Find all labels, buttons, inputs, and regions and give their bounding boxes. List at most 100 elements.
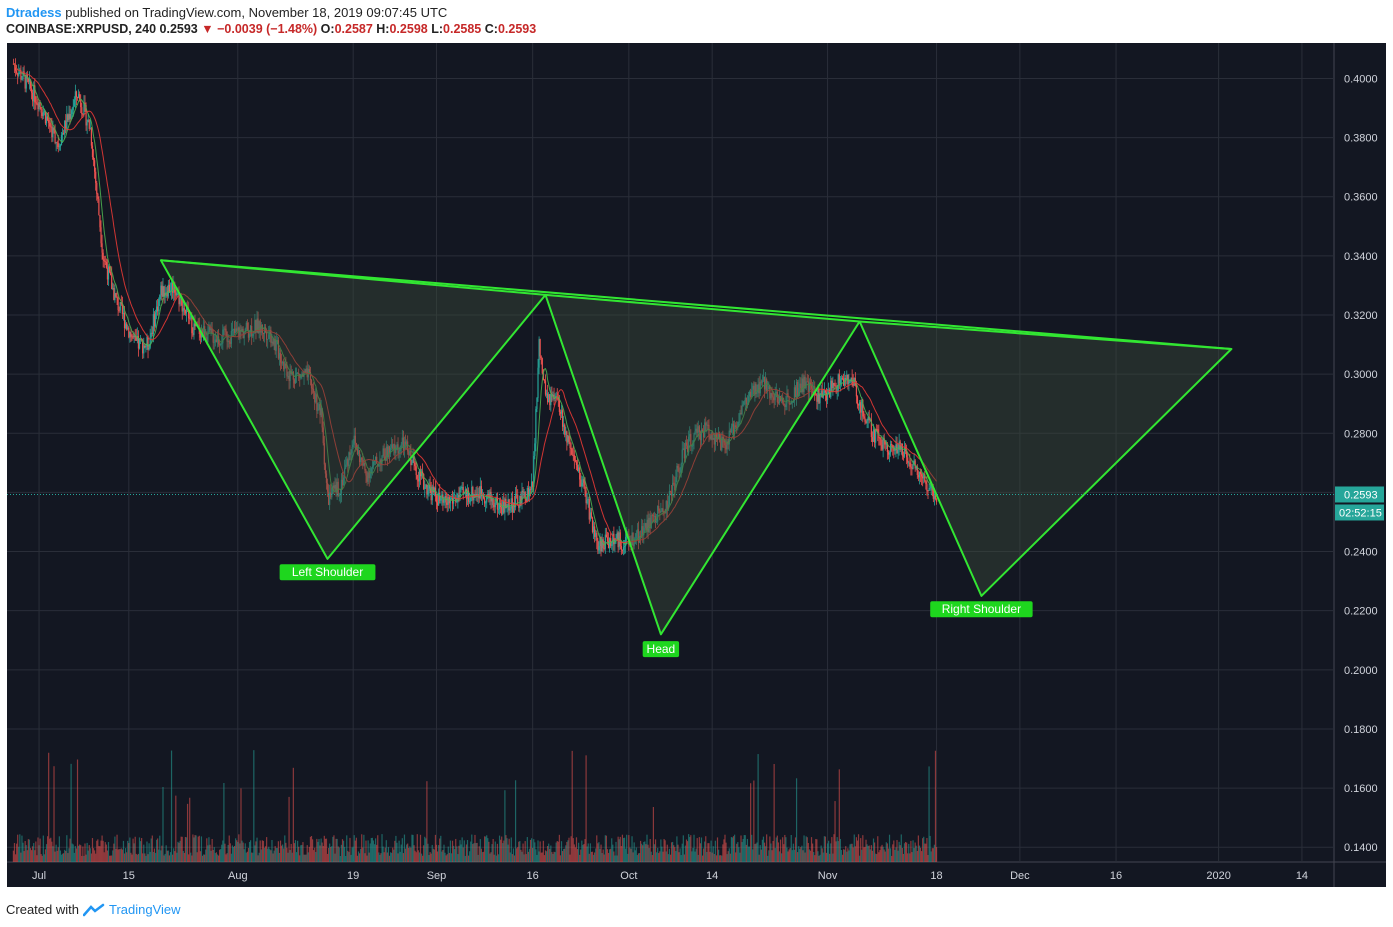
candle-body (598, 546, 600, 551)
volume-bar (159, 835, 161, 862)
volume-bar (851, 843, 853, 862)
created-with-text: Created with (6, 902, 79, 917)
candle-body (753, 385, 755, 395)
volume-bar (175, 795, 177, 862)
right-shoulder-triangle (858, 320, 1233, 597)
volume-bar (788, 849, 790, 862)
candle-body (585, 490, 587, 504)
volume-bar (771, 850, 773, 862)
candle-body (482, 495, 485, 499)
x-tick-label: Oct (620, 870, 637, 882)
candle-body (612, 533, 614, 545)
volume-bar (623, 837, 626, 862)
tradingview-logo-icon (82, 903, 105, 916)
volume-bar (270, 850, 272, 862)
candle-body (260, 324, 262, 333)
tradingview-link[interactable]: TradingView (108, 902, 181, 917)
candle-body (902, 455, 905, 457)
price-chart[interactable]: 0.40000.38000.36000.34000.32000.30000.28… (0, 42, 1393, 892)
volume-bar (447, 846, 449, 862)
author-link[interactable]: Dtradess (6, 5, 62, 20)
candle-body (549, 394, 551, 406)
candle-body (427, 490, 429, 495)
volume-bar (739, 852, 741, 862)
volume-bar (673, 845, 675, 862)
volume-bar (198, 835, 200, 862)
volume-bar (444, 852, 446, 862)
volume-bar (682, 835, 684, 862)
volume-bar (155, 839, 158, 862)
volume-bar (200, 836, 203, 862)
close-label: C: (484, 22, 498, 36)
volume-bar (648, 848, 650, 862)
volume-bar (913, 848, 915, 862)
candle-body (676, 465, 678, 478)
volume-bar (775, 837, 777, 862)
candle-body (294, 374, 297, 384)
volume-bar (165, 845, 167, 862)
volume-bar (812, 843, 814, 862)
candle-body (65, 120, 67, 129)
volume-bar (761, 839, 763, 862)
candle-body (209, 325, 211, 331)
volume-bar (459, 840, 461, 862)
candle-body (40, 106, 42, 113)
candle-body (194, 323, 196, 327)
volume-bar (816, 839, 818, 862)
volume-bar (513, 855, 516, 862)
volume-bar (618, 839, 620, 862)
candle-body (33, 85, 35, 102)
volume-bar (190, 852, 192, 862)
candle-body (239, 330, 241, 338)
x-tick-label: Jul (32, 870, 46, 882)
candle-body (792, 401, 794, 403)
x-tick-label: Sep (427, 870, 447, 882)
candle-body (745, 397, 747, 405)
candle-body (734, 425, 736, 435)
volume-bar (422, 855, 424, 862)
candle-body (506, 506, 508, 508)
candle-body (356, 448, 359, 455)
volume-bar (540, 852, 542, 862)
volume-bar (691, 851, 693, 862)
volume-bar (578, 842, 580, 862)
volume-bar (877, 836, 879, 862)
volume-bar (705, 836, 707, 862)
candle-body (523, 492, 525, 493)
annotation-left-shoulder-box (279, 564, 376, 581)
volume-bar (432, 848, 434, 862)
candle-body (383, 448, 385, 457)
volume-bar (477, 854, 479, 862)
candle-body (760, 381, 762, 383)
candle-body (636, 529, 638, 534)
volume-bar (180, 836, 182, 862)
last-value: 0.2593 (159, 22, 198, 36)
candle-body (243, 332, 245, 339)
candle-body (819, 393, 821, 404)
volume-bar (440, 835, 442, 862)
candle-body (135, 337, 137, 341)
candle-body (98, 198, 100, 216)
candle-body (92, 156, 95, 161)
candle-body (574, 460, 577, 462)
volume-bar (291, 852, 293, 862)
volume-bar (371, 837, 374, 862)
candle-body (342, 477, 345, 486)
candle-body (36, 103, 38, 105)
volume-bar (188, 854, 190, 862)
candle-body (781, 397, 783, 401)
volume-bar (164, 853, 166, 862)
volume-bar (325, 838, 328, 862)
candle-body (773, 397, 775, 401)
annotation-left-shoulder: Left Shoulder (292, 565, 363, 579)
volume-bar (686, 841, 689, 862)
candle-body (425, 484, 427, 488)
candle-body (799, 383, 801, 388)
volume-bar (453, 845, 455, 862)
volume-bar (915, 845, 917, 862)
volume-bar (567, 840, 569, 862)
volume-bar (764, 846, 767, 862)
volume-bar (793, 849, 796, 862)
volume-bar (896, 840, 898, 862)
volume-bar (71, 843, 73, 862)
